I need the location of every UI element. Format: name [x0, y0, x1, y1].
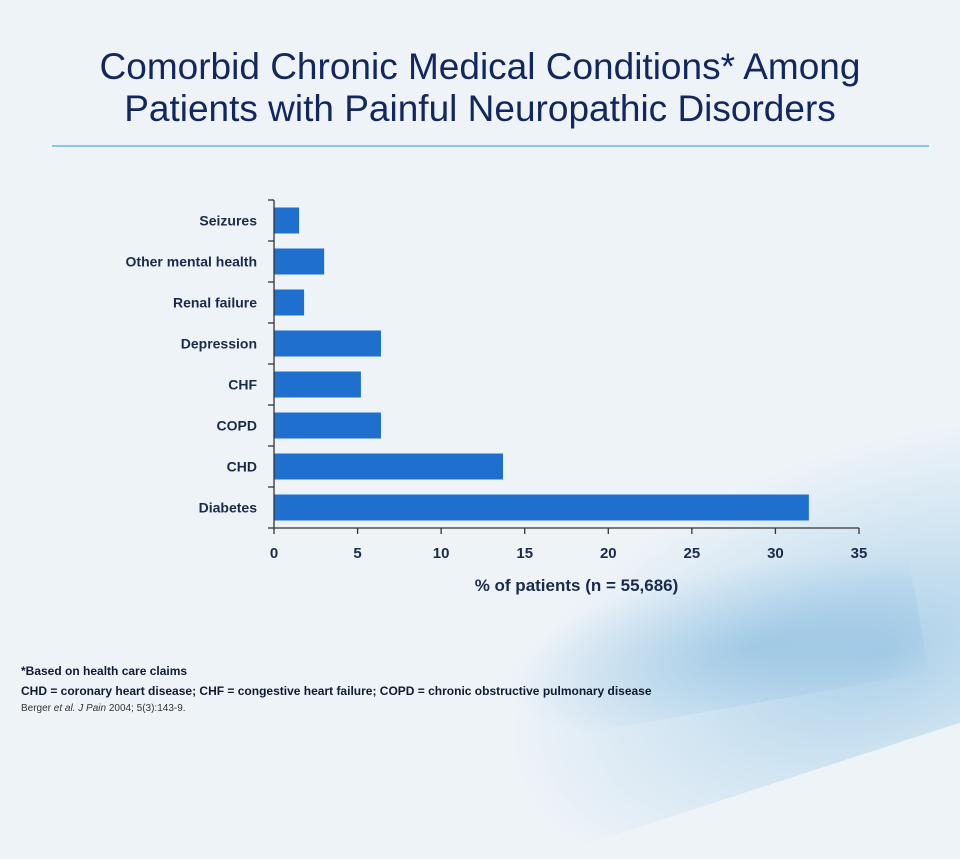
category-label-1: Other mental health	[126, 254, 257, 270]
x-tick-label-3: 15	[516, 545, 533, 562]
x-tick-label-5: 25	[684, 545, 701, 562]
x-tick-label-2: 10	[433, 545, 450, 562]
footnote-reference: Berger et al. J Pain 2004; 5(3):143-9.	[21, 701, 921, 717]
bar-1	[274, 248, 325, 275]
category-label-5: COPD	[217, 418, 257, 434]
bar-chart: Seizures Other mental health Renal failure…	[126, 199, 868, 595]
category-label-6: CHD	[227, 459, 257, 475]
category-label-3: Depression	[181, 336, 257, 352]
slide-title: Comorbid Chronic Medical Conditions* Amo…	[40, 46, 920, 130]
category-label-2: Renal failure	[173, 295, 257, 311]
bar-6	[274, 453, 503, 480]
bar-0	[274, 207, 300, 234]
title-divider	[52, 145, 929, 147]
reference-journal: et al. J Pain	[53, 703, 107, 714]
footnotes: *Based on health care claims CHD = coron…	[21, 661, 921, 717]
footnote-claims: *Based on health care claims	[21, 664, 188, 678]
bar-4	[274, 371, 361, 398]
slide-title-line-2: Patients with Painful Neuropathic Disord…	[124, 88, 836, 129]
x-axis-label: % of patients (n = 55,686)	[475, 576, 679, 595]
bar-3	[274, 330, 381, 357]
category-label-4: CHF	[228, 377, 257, 393]
bar-2	[274, 289, 305, 316]
bar-7	[274, 494, 809, 521]
slide-title-line-1: Comorbid Chronic Medical Conditions* Amo…	[99, 46, 861, 87]
x-tick-label-7: 35	[851, 545, 868, 562]
x-tick-label-1: 5	[353, 545, 361, 562]
x-tick-label-0: 0	[270, 545, 278, 562]
reference-citation: 2004; 5(3):143-9.	[106, 703, 186, 714]
bar-5	[274, 412, 381, 439]
x-tick-label-6: 30	[767, 545, 784, 562]
category-label-7: Diabetes	[199, 500, 258, 516]
category-label-0: Seizures	[199, 213, 257, 229]
x-tick-label-4: 20	[600, 545, 617, 562]
reference-author: Berger	[21, 703, 54, 714]
footnote-abbreviations: CHD = coronary heart disease; CHF = cong…	[21, 684, 652, 698]
